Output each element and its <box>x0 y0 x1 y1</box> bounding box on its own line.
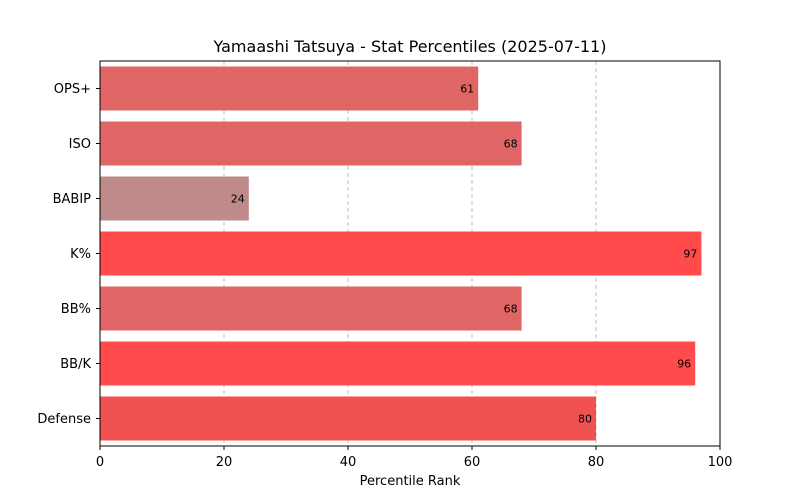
y-tick-label: ISO <box>69 137 91 152</box>
bar <box>100 231 702 276</box>
bar-value-label: 24 <box>231 193 245 206</box>
bar <box>100 341 696 386</box>
x-axis-label: Percentile Rank <box>360 474 461 489</box>
bar <box>100 66 479 111</box>
bar-value-label: 68 <box>504 138 518 151</box>
y-tick-label: BB% <box>61 302 91 317</box>
y-tick-label: Defense <box>37 412 91 427</box>
x-tick-label: 40 <box>340 455 357 470</box>
bar <box>100 396 596 441</box>
bar-value-label: 68 <box>504 303 518 316</box>
bar-value-label: 80 <box>578 413 592 426</box>
x-tick-label: 100 <box>708 455 733 470</box>
x-tick-label: 80 <box>588 455 605 470</box>
plot-frame <box>99 60 721 447</box>
bar <box>100 286 522 331</box>
bars: 61 68 24 97 68 96 80 <box>100 66 702 441</box>
chart-title: Yamaashi Tatsuya - Stat Percentiles (202… <box>213 37 607 56</box>
bar <box>100 121 522 166</box>
bar <box>100 176 249 221</box>
bar-value-label: 96 <box>677 358 691 371</box>
y-tick-label: OPS+ <box>54 82 91 97</box>
y-tick-label: BB/K <box>60 357 91 372</box>
x-tick-label: 0 <box>96 455 104 470</box>
bar-value-label: 61 <box>460 83 474 96</box>
x-tick-label: 60 <box>464 455 481 470</box>
bar-value-label: 97 <box>683 248 697 261</box>
y-tick-label: K% <box>70 247 91 262</box>
y-tick-label: BABIP <box>53 192 92 207</box>
axes: OPS+ ISO BABIP K% BB% BB/K Defense 0 20 40 60 80 100 <box>37 60 733 470</box>
x-tick-label: 20 <box>216 455 233 470</box>
